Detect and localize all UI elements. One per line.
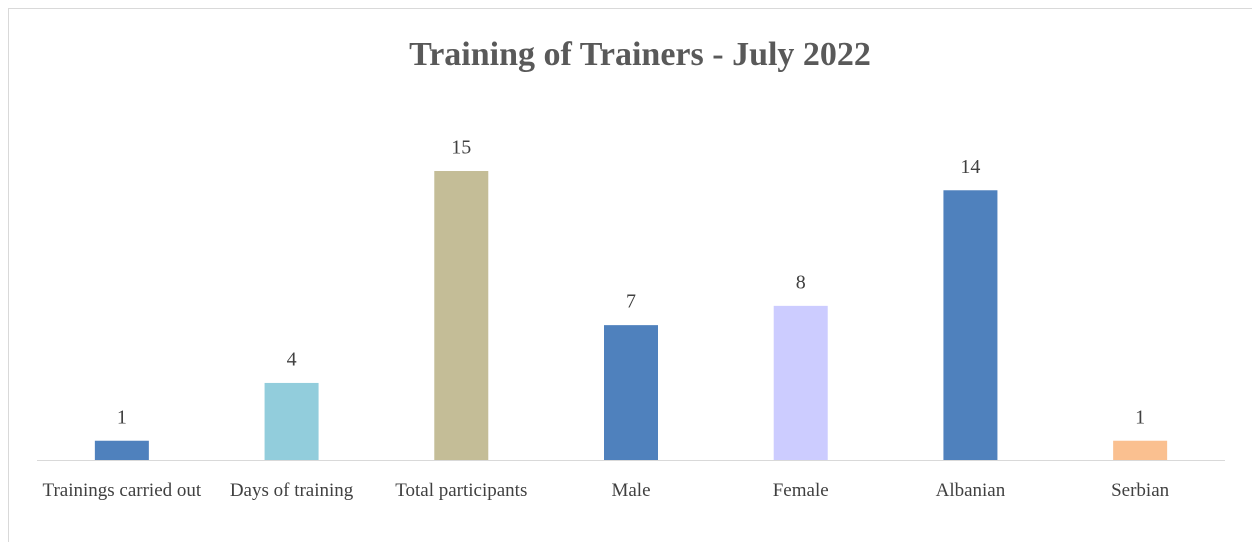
x-tick-label: Trainings carried out	[42, 480, 202, 501]
x-tick-label: Female	[772, 480, 829, 501]
data-label: 1	[117, 406, 127, 428]
x-tick-label: Albanian	[935, 480, 1006, 501]
bar	[1113, 440, 1168, 460]
bar	[94, 440, 149, 460]
x-tick-label: Days of training	[229, 480, 354, 501]
bar	[773, 305, 828, 460]
x-tick-label: Male	[611, 480, 651, 501]
data-label: 7	[626, 291, 636, 313]
bar	[264, 382, 319, 460]
data-label: 14	[960, 156, 980, 178]
data-label: 1	[1135, 406, 1145, 428]
bar	[604, 325, 658, 460]
data-label: 4	[287, 349, 297, 371]
x-tick-label: Serbian	[1111, 480, 1170, 501]
chart-frame	[8, 8, 1252, 542]
bar	[434, 171, 489, 460]
data-label: 8	[796, 271, 806, 293]
data-label: 15	[451, 137, 471, 159]
bar	[943, 190, 998, 460]
chart-title: Training of Trainers - July 2022	[409, 36, 871, 73]
x-tick-label: Total participants	[395, 480, 528, 501]
